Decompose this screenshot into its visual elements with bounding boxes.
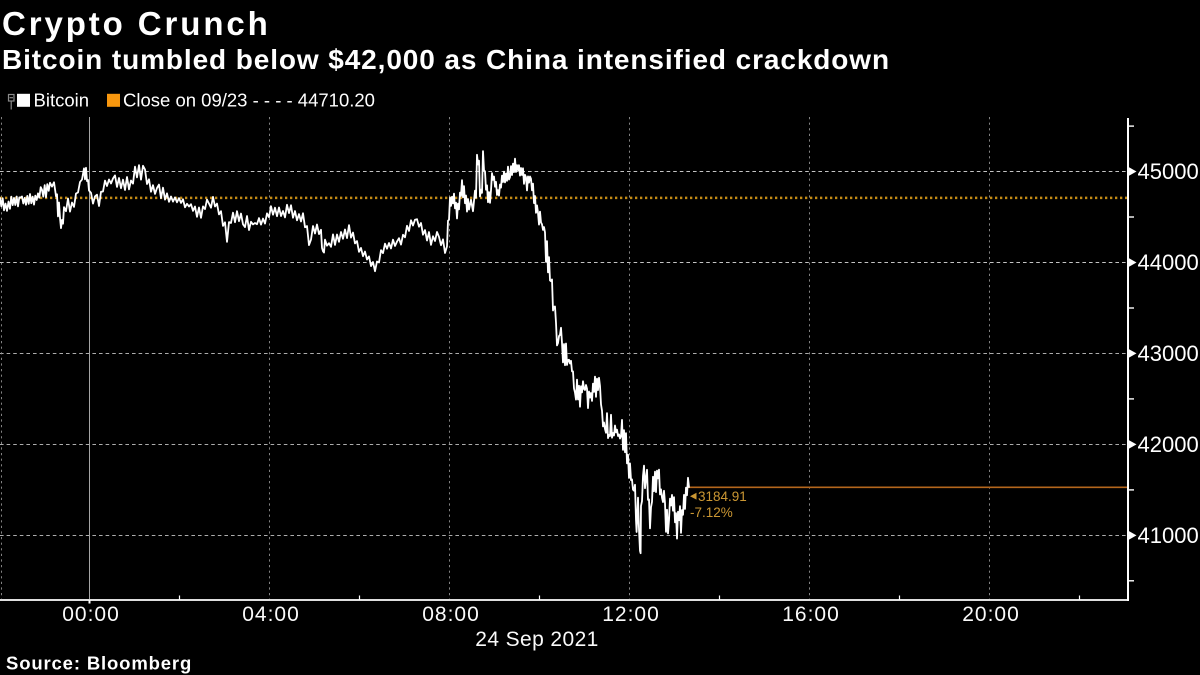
svg-text:24 Sep 2021: 24 Sep 2021 [475,628,599,651]
svg-text:20:00: 20:00 [962,603,1020,626]
svg-text:41000: 41000 [1138,523,1199,548]
svg-text:Bitcoin tumbled below $42,000: Bitcoin tumbled below $42,000 as China i… [2,44,890,75]
svg-text:Close on 09/23 - - - - 44710.2: Close on 09/23 - - - - 44710.20 [123,90,375,111]
svg-text:Bitcoin: Bitcoin [34,90,90,111]
svg-text:Source: Bloomberg: Source: Bloomberg [6,653,192,674]
svg-text:42000: 42000 [1138,432,1199,457]
svg-text:44000: 44000 [1138,250,1199,275]
svg-text:12:00: 12:00 [602,603,660,626]
svg-text:00:00: 00:00 [62,603,120,626]
svg-text:43000: 43000 [1138,341,1199,366]
svg-text:45000: 45000 [1138,159,1199,184]
svg-text:Crypto Crunch: Crypto Crunch [2,5,271,42]
svg-text:04:00: 04:00 [242,603,300,626]
svg-text:-7.12%: -7.12% [690,505,733,520]
svg-text:3184.91: 3184.91 [698,489,747,504]
svg-text:16:00: 16:00 [782,603,840,626]
svg-text:08:00: 08:00 [422,603,480,626]
